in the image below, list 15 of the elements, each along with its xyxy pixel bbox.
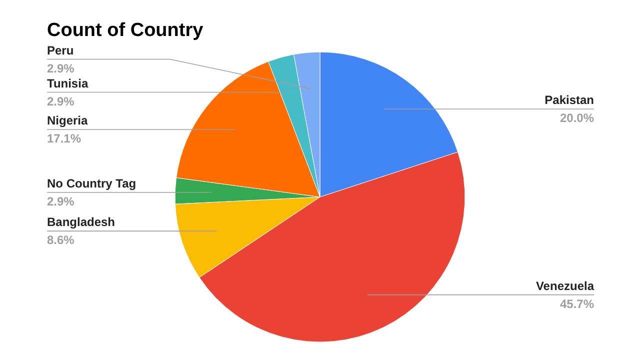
chart-title: Count of Country [47,20,204,41]
slice-label: Tunisia [47,76,88,90]
data-label: 17.1% [47,131,82,146]
data-label: 2.9% [47,61,75,76]
data-label: 8.6% [47,233,75,248]
data-label: 45.7% [560,296,594,311]
data-label: 20.0% [560,110,594,125]
slice-label: Peru [47,43,74,58]
slice-label: Venezuela [536,278,594,293]
data-label: 2.9% [47,94,75,108]
slice-label: No Country Tag [47,176,136,190]
data-label: 2.9% [47,194,75,208]
slice-label: Bangladesh [47,215,116,230]
slice-label: Pakistan [544,92,594,107]
slice-label: Nigeria [47,113,88,128]
